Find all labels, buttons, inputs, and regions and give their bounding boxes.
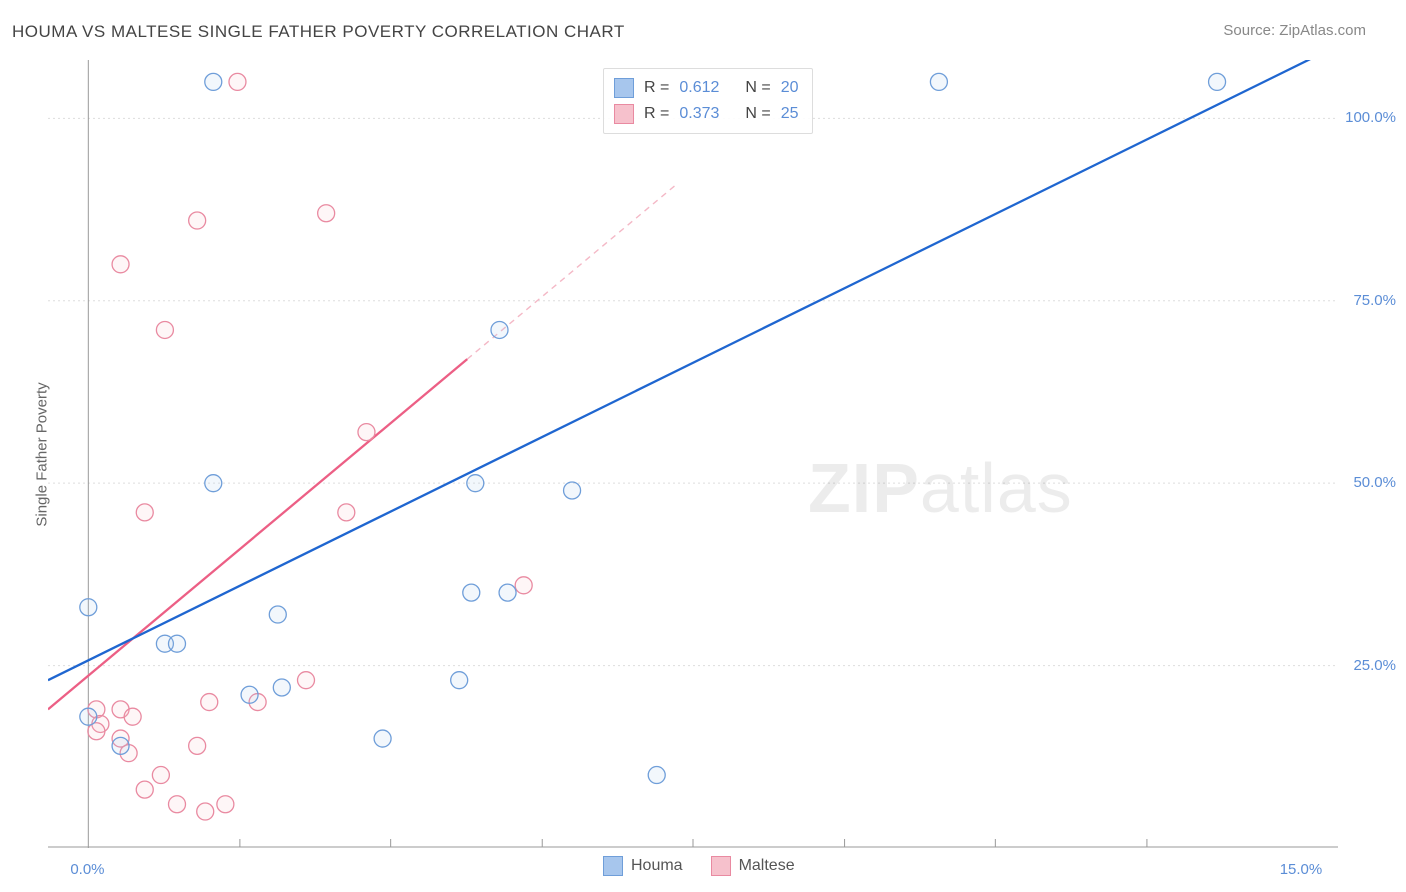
x-tick-label: 0.0% [70,861,104,878]
stat-r-label: R = [644,101,669,127]
stat-n-label: N = [745,101,770,127]
legend-label: Maltese [739,857,795,875]
x-tick-label: 15.0% [1280,861,1323,878]
stat-n-label: N = [745,75,770,101]
y-tick-label: 75.0% [1353,292,1396,309]
y-tick-label: 25.0% [1353,657,1396,674]
chart-title: HOUMA VS MALTESE SINGLE FATHER POVERTY C… [12,22,625,42]
legend-label: Houma [631,857,683,875]
stats-legend-box: R = 0.612 N = 20 R = 0.373 N = 25 [603,68,813,134]
swatch-icon [614,78,634,98]
stat-n-value: 20 [781,75,799,101]
stats-row: R = 0.373 N = 25 [614,101,798,127]
source-attribution: Source: ZipAtlas.com [1223,22,1366,39]
stat-r-value: 0.612 [679,75,735,101]
legend-item: Maltese [711,856,795,876]
source-link[interactable]: ZipAtlas.com [1279,22,1366,39]
legend-item: Houma [603,856,683,876]
chart-svg [48,60,1338,848]
y-tick-label: 100.0% [1345,109,1396,126]
stat-n-value: 25 [781,101,799,127]
stat-r-label: R = [644,75,669,101]
source-prefix: Source: [1223,22,1275,39]
bottom-legend: Houma Maltese [603,856,795,876]
swatch-icon [614,104,634,124]
stats-row: R = 0.612 N = 20 [614,75,798,101]
stat-r-value: 0.373 [679,101,735,127]
swatch-icon [711,856,731,876]
swatch-icon [603,856,623,876]
chart-plot-area: R =0.612N =20R =0.373N =25 HoumaMaltese … [48,60,1338,848]
y-tick-label: 50.0% [1353,474,1396,491]
